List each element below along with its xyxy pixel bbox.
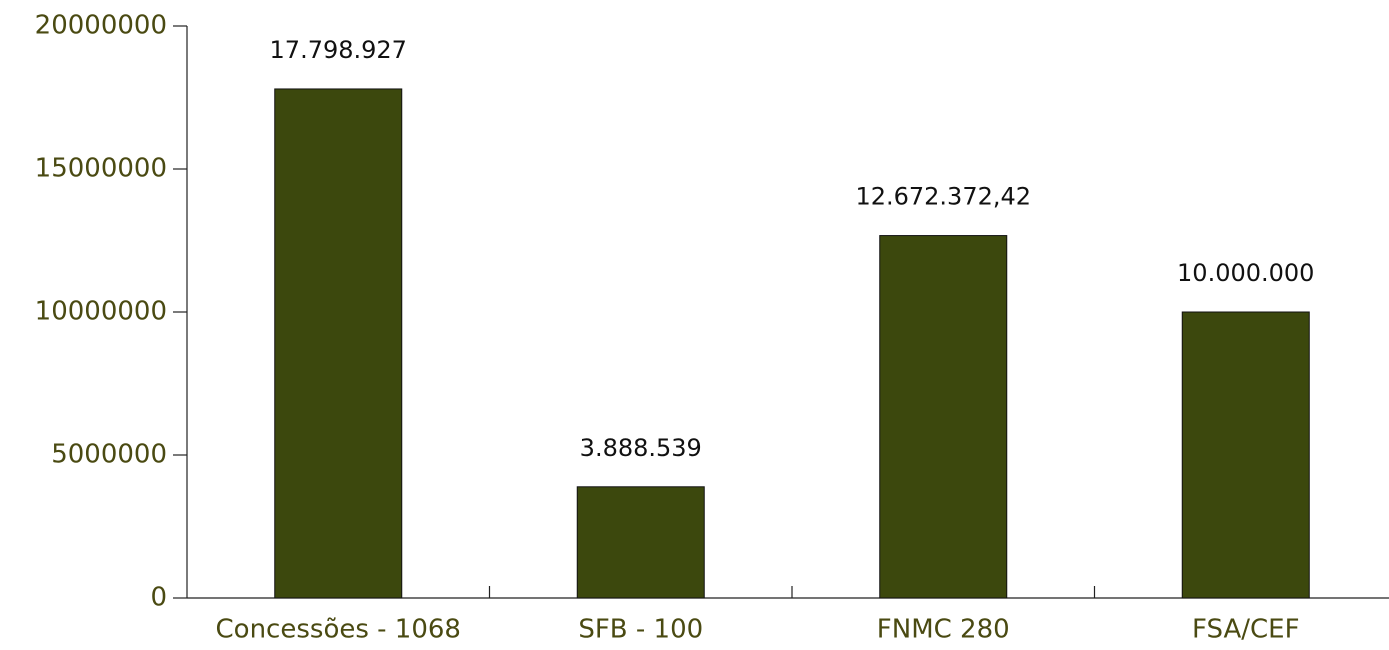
y-tick-label: 20000000 — [35, 11, 167, 41]
x-tick-label: FSA/CEF — [1192, 615, 1300, 645]
y-tick-label: 10000000 — [35, 297, 167, 327]
x-tick-label: SFB - 100 — [578, 615, 703, 645]
y-tick-label: 15000000 — [35, 154, 167, 184]
bar — [274, 88, 403, 599]
y-tick-label: 0 — [150, 583, 167, 613]
value-label: 17.798.927 — [270, 36, 407, 64]
bar — [576, 486, 705, 599]
value-label: 12.672.372,42 — [855, 183, 1031, 211]
x-tick-label: FNMC 280 — [877, 615, 1010, 645]
value-label: 10.000.000 — [1177, 259, 1314, 287]
x-tick-label: Concessões - 1068 — [216, 615, 461, 645]
value-label: 3.888.539 — [580, 434, 702, 462]
y-tick-label: 5000000 — [51, 440, 167, 470]
bar — [1181, 311, 1310, 599]
bar — [879, 235, 1008, 599]
